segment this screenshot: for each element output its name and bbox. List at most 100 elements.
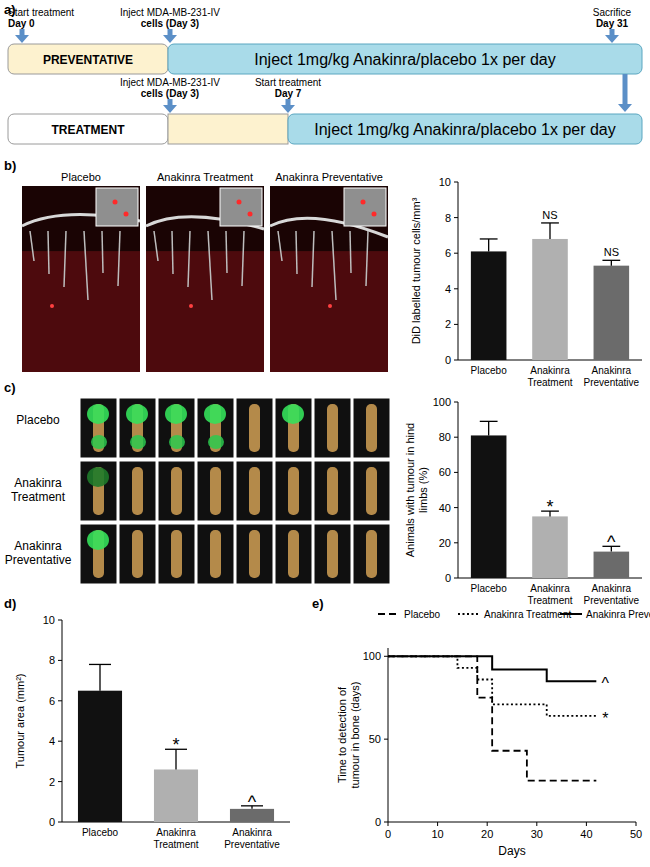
x-tick bbox=[586, 822, 587, 826]
annotation: NS bbox=[542, 209, 557, 221]
x-tick-label: Placebo bbox=[82, 827, 119, 838]
bone-image bbox=[236, 524, 273, 584]
phase-box bbox=[8, 114, 168, 144]
y-axis-label: Tumour area (mm²) bbox=[14, 674, 26, 769]
bone bbox=[132, 467, 143, 515]
x-tick-label: 20 bbox=[481, 828, 493, 840]
y-tick bbox=[454, 472, 458, 473]
y-tick bbox=[454, 360, 458, 361]
legend-swatch bbox=[560, 613, 582, 615]
bone-image bbox=[275, 461, 312, 521]
bone bbox=[249, 530, 260, 578]
bone-image bbox=[119, 461, 156, 521]
annotation: * bbox=[546, 497, 553, 517]
phase-box bbox=[168, 114, 288, 144]
cell-dot bbox=[237, 200, 242, 205]
series-line bbox=[388, 656, 596, 716]
bone bbox=[327, 404, 338, 452]
tumour-signal bbox=[87, 404, 109, 424]
marks bbox=[388, 656, 596, 780]
bone-image bbox=[275, 524, 312, 584]
y-tick bbox=[58, 741, 62, 742]
tumour-signal bbox=[282, 404, 304, 424]
cell-dot bbox=[189, 304, 193, 308]
legend-label: Placebo bbox=[404, 609, 441, 620]
x-tick bbox=[487, 822, 488, 826]
bone bbox=[327, 467, 338, 515]
y-axis-label: DiD labelled tumour cells/mm³ bbox=[410, 197, 422, 344]
phase-label: PREVENTATIVE bbox=[43, 53, 133, 67]
cell-dot bbox=[248, 212, 253, 217]
error-bar bbox=[99, 664, 100, 690]
event-text: Sacrifice bbox=[593, 7, 632, 18]
event-text: cells (Day 3) bbox=[141, 88, 199, 99]
y-tick bbox=[58, 700, 62, 701]
panel-label: b) bbox=[4, 158, 16, 173]
cell-dot bbox=[361, 200, 366, 205]
bar-chart: 0246810DiD labelled tumour cells/mm³Plac… bbox=[410, 176, 642, 388]
arrow bbox=[605, 35, 619, 43]
error-cap bbox=[480, 238, 498, 239]
trabecula bbox=[296, 231, 297, 274]
x-axis bbox=[388, 822, 636, 823]
x-tick bbox=[536, 822, 537, 826]
tumour-signal bbox=[165, 404, 187, 424]
error-cap bbox=[602, 260, 620, 261]
arrow bbox=[15, 35, 29, 43]
bone bbox=[210, 467, 221, 515]
y-tick-label: 0 bbox=[49, 816, 55, 828]
y-tick bbox=[454, 182, 458, 183]
y-tick-label: 20 bbox=[439, 537, 451, 549]
y-tick-label: 4 bbox=[445, 283, 451, 295]
step-chart: 05010001020304050DaysTime to detection o… bbox=[336, 609, 650, 858]
y-axis-label: Animals with tumour in hind bbox=[404, 423, 416, 558]
bone-image bbox=[158, 461, 195, 521]
y-tick-label: 4 bbox=[49, 735, 55, 747]
bone bbox=[366, 404, 377, 452]
y-tick bbox=[454, 288, 458, 289]
trabecula bbox=[242, 231, 244, 286]
y-tick-label: 100 bbox=[363, 650, 381, 662]
event-text: Start treatment bbox=[255, 77, 321, 88]
y-tick-label: 40 bbox=[439, 502, 451, 514]
image-label: AnakinraPreventative bbox=[5, 539, 72, 567]
error-bar bbox=[611, 260, 612, 265]
treatment-bar bbox=[288, 114, 642, 144]
y-tick bbox=[454, 402, 458, 403]
x-axis-label: Days bbox=[498, 844, 525, 858]
y-tick bbox=[58, 660, 62, 661]
bone-image bbox=[197, 398, 234, 458]
event-text: Start treatment bbox=[8, 7, 74, 18]
arrow bbox=[163, 105, 177, 113]
bone-image bbox=[80, 524, 117, 584]
bone-image bbox=[353, 524, 390, 584]
trabecula bbox=[172, 231, 173, 274]
cell-dot bbox=[50, 304, 54, 308]
bone-image bbox=[80, 461, 117, 521]
image-label: Anakinra Treatment bbox=[157, 171, 253, 183]
y-tick bbox=[58, 620, 62, 621]
bone-image bbox=[80, 398, 117, 458]
y-tick bbox=[454, 253, 458, 254]
bone-image bbox=[236, 398, 273, 458]
y-axis-label: tumour in bone (days) bbox=[349, 682, 361, 789]
arrow bbox=[281, 105, 295, 113]
y-tick-label: 0 bbox=[375, 816, 381, 828]
trabecula bbox=[64, 231, 66, 287]
y-tick-label: 6 bbox=[49, 695, 55, 707]
y-tick bbox=[454, 437, 458, 438]
y-axis bbox=[388, 648, 389, 822]
x-tick-label: AnakinraPreventative bbox=[224, 827, 280, 850]
figure: a)b)c)d)e)Start treatmentDay 0Inject MDA… bbox=[0, 0, 650, 867]
annotation: ^ bbox=[602, 675, 610, 692]
bone bbox=[171, 467, 182, 515]
bone-image bbox=[353, 398, 390, 458]
bone bbox=[366, 467, 377, 515]
x-tick-label: AnakinraPreventative bbox=[584, 365, 640, 388]
bone bbox=[366, 530, 377, 578]
annotation: * bbox=[602, 710, 608, 727]
cell-dot bbox=[124, 212, 129, 217]
annotation: ^ bbox=[607, 532, 616, 552]
y-tick bbox=[58, 822, 62, 823]
y-tick bbox=[384, 739, 388, 740]
